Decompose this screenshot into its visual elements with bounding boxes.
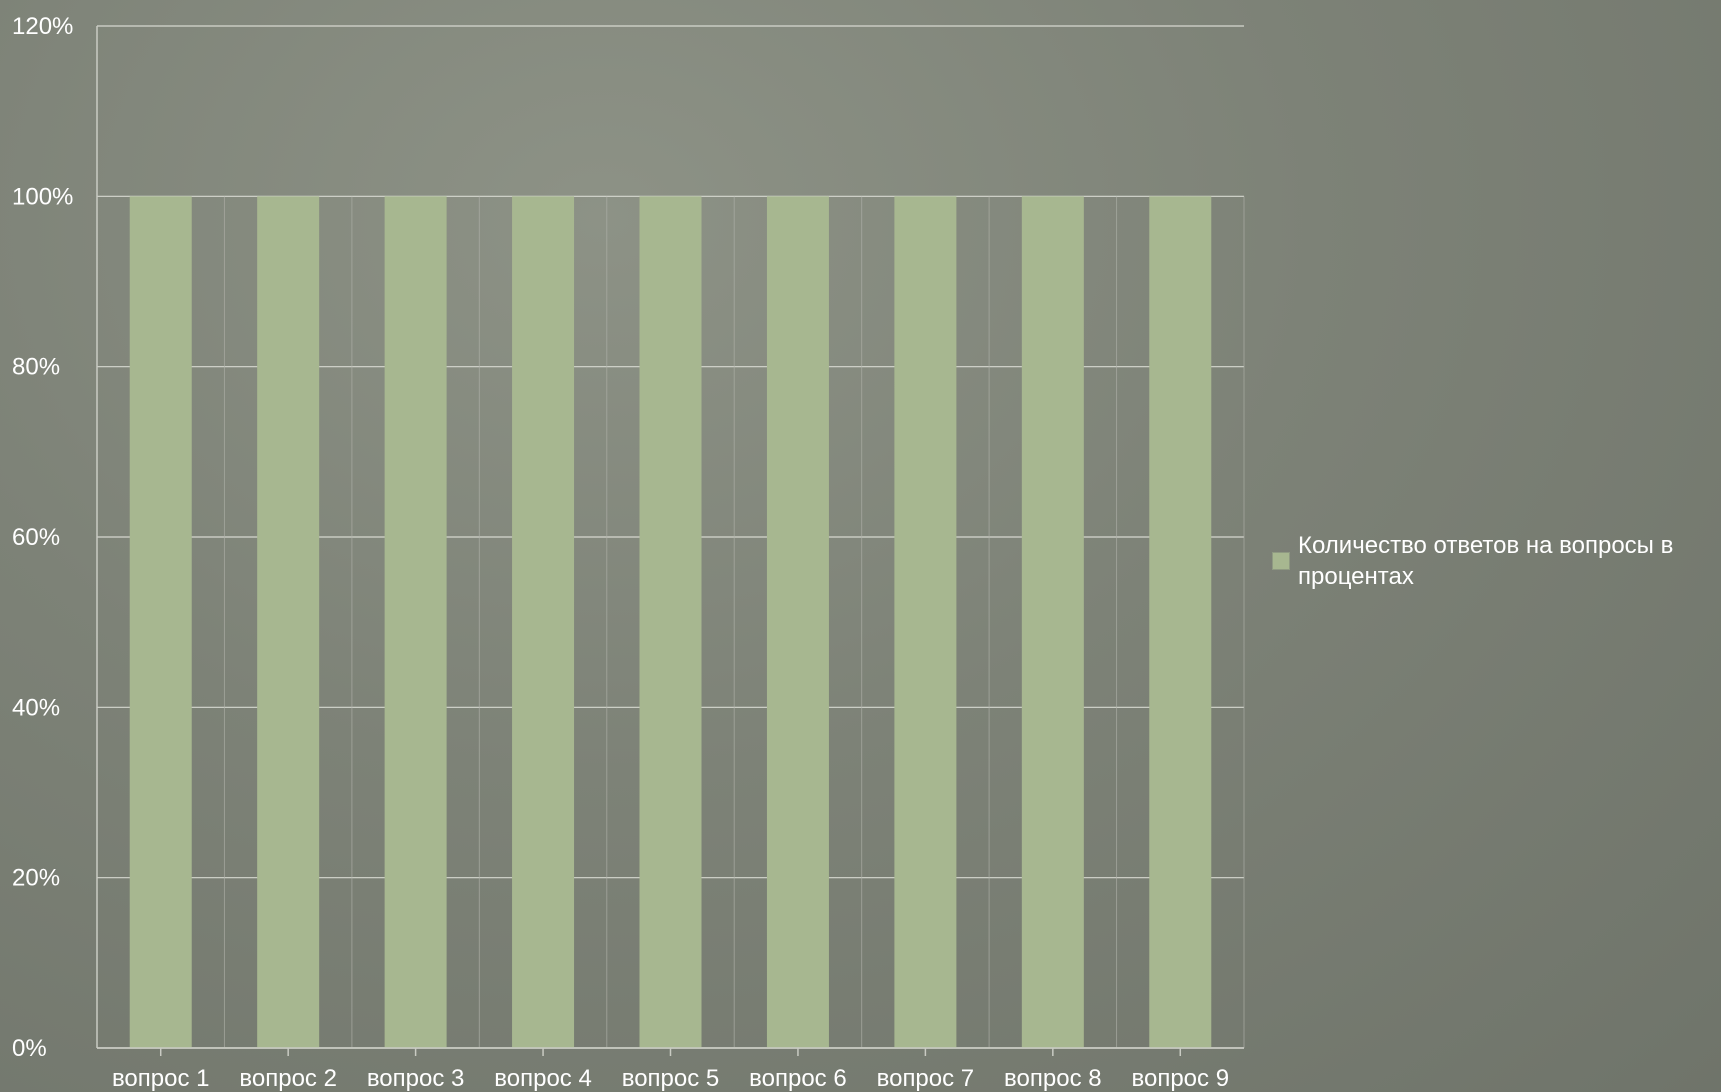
y-tick-label: 40% (12, 694, 60, 721)
legend-label: Количество ответов на вопросы в процента… (1298, 532, 1674, 590)
bar (639, 196, 702, 1049)
legend: Количество ответов на вопросы в процента… (1272, 530, 1712, 592)
x-tick-label: вопрос 7 (877, 1065, 975, 1092)
y-tick-label: 120% (12, 13, 73, 40)
axes (96, 26, 1244, 1056)
bar (894, 196, 957, 1049)
legend-swatch (1272, 552, 1290, 570)
y-axis-ticks: 0% 20% 40% 60% 80% 100% 120% (12, 13, 73, 1062)
y-tick-label: 0% (12, 1035, 47, 1062)
bar (129, 196, 192, 1049)
x-axis-ticks: вопрос 1 вопрос 2 вопрос 3 вопрос 4 вопрос 5… (112, 1065, 1229, 1092)
bar-series (129, 196, 1212, 1049)
y-tick-label: 80% (12, 354, 60, 381)
x-tick-label: вопрос 8 (1004, 1065, 1102, 1092)
x-tick-label: вопрос 6 (749, 1065, 847, 1092)
bar (766, 196, 829, 1049)
bar (1149, 196, 1212, 1049)
y-tick-label: 100% (12, 183, 73, 210)
x-tick-label: вопрос 1 (112, 1065, 210, 1092)
x-tick-label: вопрос 3 (367, 1065, 465, 1092)
bar (257, 196, 320, 1049)
x-tick-label: вопрос 5 (622, 1065, 720, 1092)
x-tick-label: вопрос 4 (494, 1065, 592, 1092)
x-tick-label: вопрос 2 (239, 1065, 337, 1092)
x-tick-label: вопрос 9 (1132, 1065, 1230, 1092)
bar (512, 196, 575, 1049)
y-tick-label: 60% (12, 524, 60, 551)
y-tick-label: 20% (12, 865, 60, 892)
bar (384, 196, 447, 1049)
bar (1021, 196, 1084, 1049)
